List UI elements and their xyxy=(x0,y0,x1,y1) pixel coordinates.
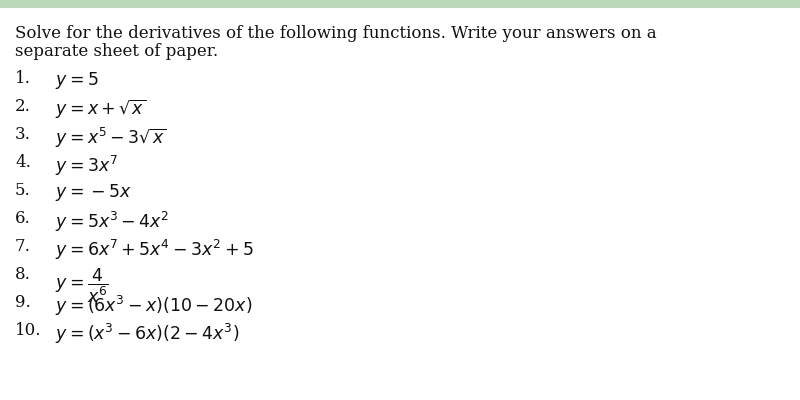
Text: 9.: 9. xyxy=(15,294,30,311)
Text: $y = -5x$: $y = -5x$ xyxy=(55,182,132,203)
Polygon shape xyxy=(0,0,800,8)
Text: 5.: 5. xyxy=(15,182,30,199)
Text: $y = \dfrac{4}{x^6}$: $y = \dfrac{4}{x^6}$ xyxy=(55,266,108,304)
Text: 4.: 4. xyxy=(15,154,31,171)
Text: 8.: 8. xyxy=(15,266,31,283)
Text: $y = 5$: $y = 5$ xyxy=(55,70,98,91)
Text: 10.: 10. xyxy=(15,322,42,339)
Text: 2.: 2. xyxy=(15,98,31,115)
Text: 3.: 3. xyxy=(15,126,31,143)
Text: $y = 6x^7 + 5x^4 - 3x^2 + 5$: $y = 6x^7 + 5x^4 - 3x^2 + 5$ xyxy=(55,238,254,262)
Text: Solve for the derivatives of the following functions. Write your answers on a: Solve for the derivatives of the followi… xyxy=(15,25,657,42)
Text: $y = (x^3 - 6x)(2 - 4x^3)$: $y = (x^3 - 6x)(2 - 4x^3)$ xyxy=(55,322,239,346)
Text: $y = 3x^7$: $y = 3x^7$ xyxy=(55,154,118,178)
Text: 1.: 1. xyxy=(15,70,31,87)
Text: $y = (6x^3 - x)(10 - 20x)$: $y = (6x^3 - x)(10 - 20x)$ xyxy=(55,294,253,318)
Text: $y = x^5 - 3\sqrt{x}$: $y = x^5 - 3\sqrt{x}$ xyxy=(55,126,166,150)
Text: $y = x + \sqrt{x}$: $y = x + \sqrt{x}$ xyxy=(55,98,146,121)
Text: 7.: 7. xyxy=(15,238,31,255)
Text: $y = 5x^3 - 4x^2$: $y = 5x^3 - 4x^2$ xyxy=(55,210,170,234)
Text: separate sheet of paper.: separate sheet of paper. xyxy=(15,43,218,60)
Text: 6.: 6. xyxy=(15,210,30,227)
